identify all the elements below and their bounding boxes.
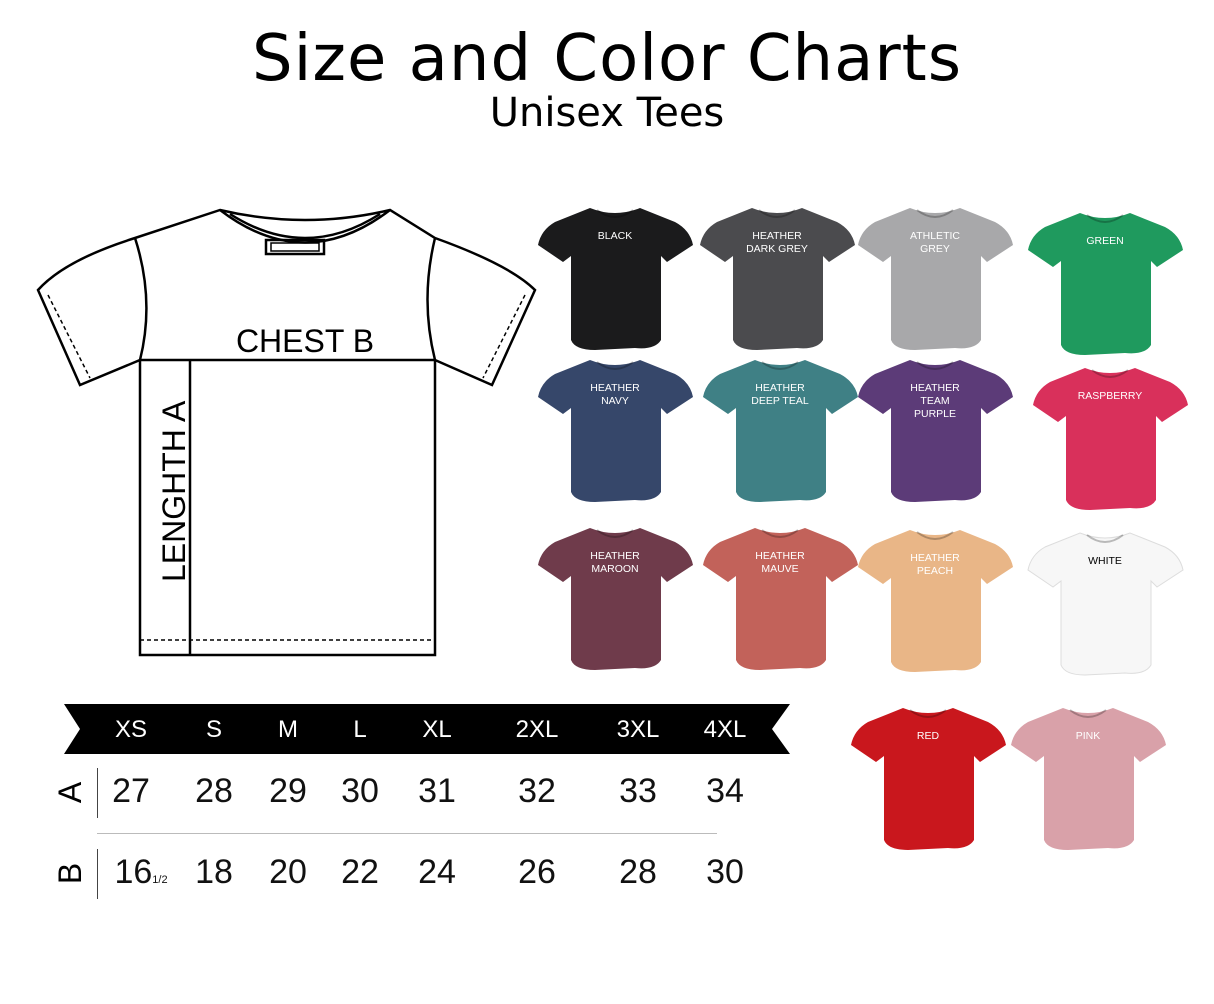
size-header: M [278,716,298,743]
color-swatch[interactable]: RASPBERRY [1030,360,1190,520]
tshirt-icon [851,708,1006,850]
size-value: 31 [418,772,456,811]
tshirt-icon [538,360,693,502]
color-name: WHITE [1088,555,1122,567]
row-separator [97,768,98,818]
size-header: 2XL [515,716,559,743]
value-text: 27 [112,772,150,810]
size-header-banner [64,704,790,754]
row-label: A [52,781,89,804]
tshirt-icon [1028,213,1183,355]
row-divider [97,833,717,834]
row-separator [97,849,98,899]
value-text: 30 [706,853,744,891]
color-swatch[interactable]: PINK [1008,700,1168,860]
size-value: 32 [518,772,556,811]
color-name: HEATHER NAVY [590,382,640,407]
size-header: XS [114,716,148,743]
color-name: HEATHER MAROON [590,550,640,575]
size-header: 3XL [616,716,660,743]
tshirt-icon [858,208,1013,350]
color-name: HEATHER PEACH [910,552,960,577]
tshirt-icon [858,360,1013,502]
tshirt-icon [538,528,693,670]
tshirt-icon [703,360,858,502]
tshirt-diagram: CHEST B LENGHTH A [36,208,537,657]
color-name: HEATHER DARK GREY [746,230,808,255]
color-swatch[interactable]: HEATHER PEACH [855,522,1015,682]
color-swatch[interactable]: HEATHER MAUVE [700,520,860,680]
size-header: S [205,716,223,743]
color-swatch[interactable]: HEATHER DARK GREY [697,200,857,360]
color-name: HEATHER TEAM PURPLE [910,382,960,420]
value-text: 20 [269,853,307,891]
value-text: 28 [195,772,233,810]
color-name: RED [916,730,940,742]
color-swatch[interactable]: HEATHER TEAM PURPLE [855,352,1015,512]
value-text: 28 [619,853,657,891]
color-name: HEATHER MAUVE [755,550,805,575]
value-text: 26 [518,853,556,891]
size-value: 28 [195,772,233,811]
tshirt-icon [538,208,693,350]
size-value: 18 [195,853,233,892]
tshirt-icon [1033,368,1188,510]
color-name: RASPBERRY [1077,390,1143,402]
value-text: 29 [269,772,307,810]
value-text: 24 [418,853,456,891]
size-value: 24 [418,853,456,892]
value-text: 22 [341,853,379,891]
tshirt-icon [700,208,855,350]
color-swatch[interactable]: WHITE [1025,525,1185,685]
color-swatch[interactable]: HEATHER NAVY [535,352,695,512]
size-value: 34 [706,772,744,811]
size-value: 33 [619,772,657,811]
size-value: 29 [269,772,307,811]
color-swatch[interactable]: RED [848,700,1008,860]
size-value: 26 [518,853,556,892]
size-value: 20 [269,853,307,892]
page-title: Size and Color Charts [251,22,963,96]
size-value: 30 [341,772,379,811]
value-text: 30 [341,772,379,810]
color-name: PINK [1075,730,1101,742]
color-swatch[interactable]: HEATHER DEEP TEAL [700,352,860,512]
tshirt-icon [1027,532,1184,676]
page-subtitle: Unisex Tees [489,90,725,136]
chest-label: CHEST B [236,323,374,359]
color-swatch[interactable]: ATHLETIC GREY [855,200,1015,360]
color-swatch[interactable]: BLACK [535,200,695,360]
size-value: 28 [619,853,657,892]
size-value: 30 [706,853,744,892]
row-label: B [52,862,89,885]
length-label: LENGHTH A [156,400,192,582]
value-text: 33 [619,772,657,810]
value-text: 16 [114,853,153,891]
color-name: HEATHER DEEP TEAL [751,382,809,407]
size-value: 27 [112,772,150,811]
value-text: 18 [195,853,233,891]
size-header: 4XL [703,716,747,743]
size-value: 22 [341,853,379,892]
color-swatch[interactable]: GREEN [1025,205,1185,365]
value-text: 31 [418,772,456,810]
size-header: XL [422,716,452,743]
tshirt-icon [858,530,1013,672]
size-value: 161/2 [114,853,167,892]
color-name: GREEN [1086,235,1124,247]
color-swatch[interactable]: HEATHER MAROON [535,520,695,680]
tshirt-icon [1011,708,1166,850]
color-name: ATHLETIC GREY [910,230,960,255]
value-text: 32 [518,772,556,810]
tshirt-icon [703,528,858,670]
size-header: L [353,716,367,743]
color-name: BLACK [597,230,633,242]
value-text: 34 [706,772,744,810]
fraction: 1/2 [152,874,168,886]
